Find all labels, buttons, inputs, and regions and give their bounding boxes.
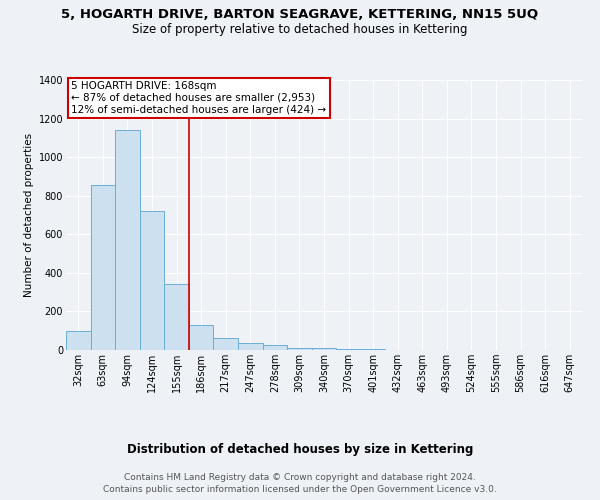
Text: Contains HM Land Registry data © Crown copyright and database right 2024.: Contains HM Land Registry data © Crown c…: [124, 472, 476, 482]
Bar: [91, 185, 115, 350]
Bar: [140, 211, 164, 350]
Bar: [361, 349, 385, 350]
Bar: [287, 348, 312, 350]
Bar: [263, 345, 287, 350]
Text: Distribution of detached houses by size in Kettering: Distribution of detached houses by size …: [127, 442, 473, 456]
Bar: [66, 330, 91, 350]
Bar: [214, 338, 238, 350]
Text: 5 HOGARTH DRIVE: 168sqm
← 87% of detached houses are smaller (2,953)
12% of semi: 5 HOGARTH DRIVE: 168sqm ← 87% of detache…: [71, 82, 326, 114]
Text: Contains public sector information licensed under the Open Government Licence v3: Contains public sector information licen…: [103, 485, 497, 494]
Y-axis label: Number of detached properties: Number of detached properties: [25, 133, 34, 297]
Bar: [115, 130, 140, 350]
Bar: [312, 348, 336, 350]
Bar: [164, 284, 189, 350]
Bar: [189, 325, 214, 350]
Text: 5, HOGARTH DRIVE, BARTON SEAGRAVE, KETTERING, NN15 5UQ: 5, HOGARTH DRIVE, BARTON SEAGRAVE, KETTE…: [61, 8, 539, 20]
Bar: [238, 343, 263, 350]
Bar: [336, 349, 361, 350]
Text: Size of property relative to detached houses in Kettering: Size of property relative to detached ho…: [132, 22, 468, 36]
